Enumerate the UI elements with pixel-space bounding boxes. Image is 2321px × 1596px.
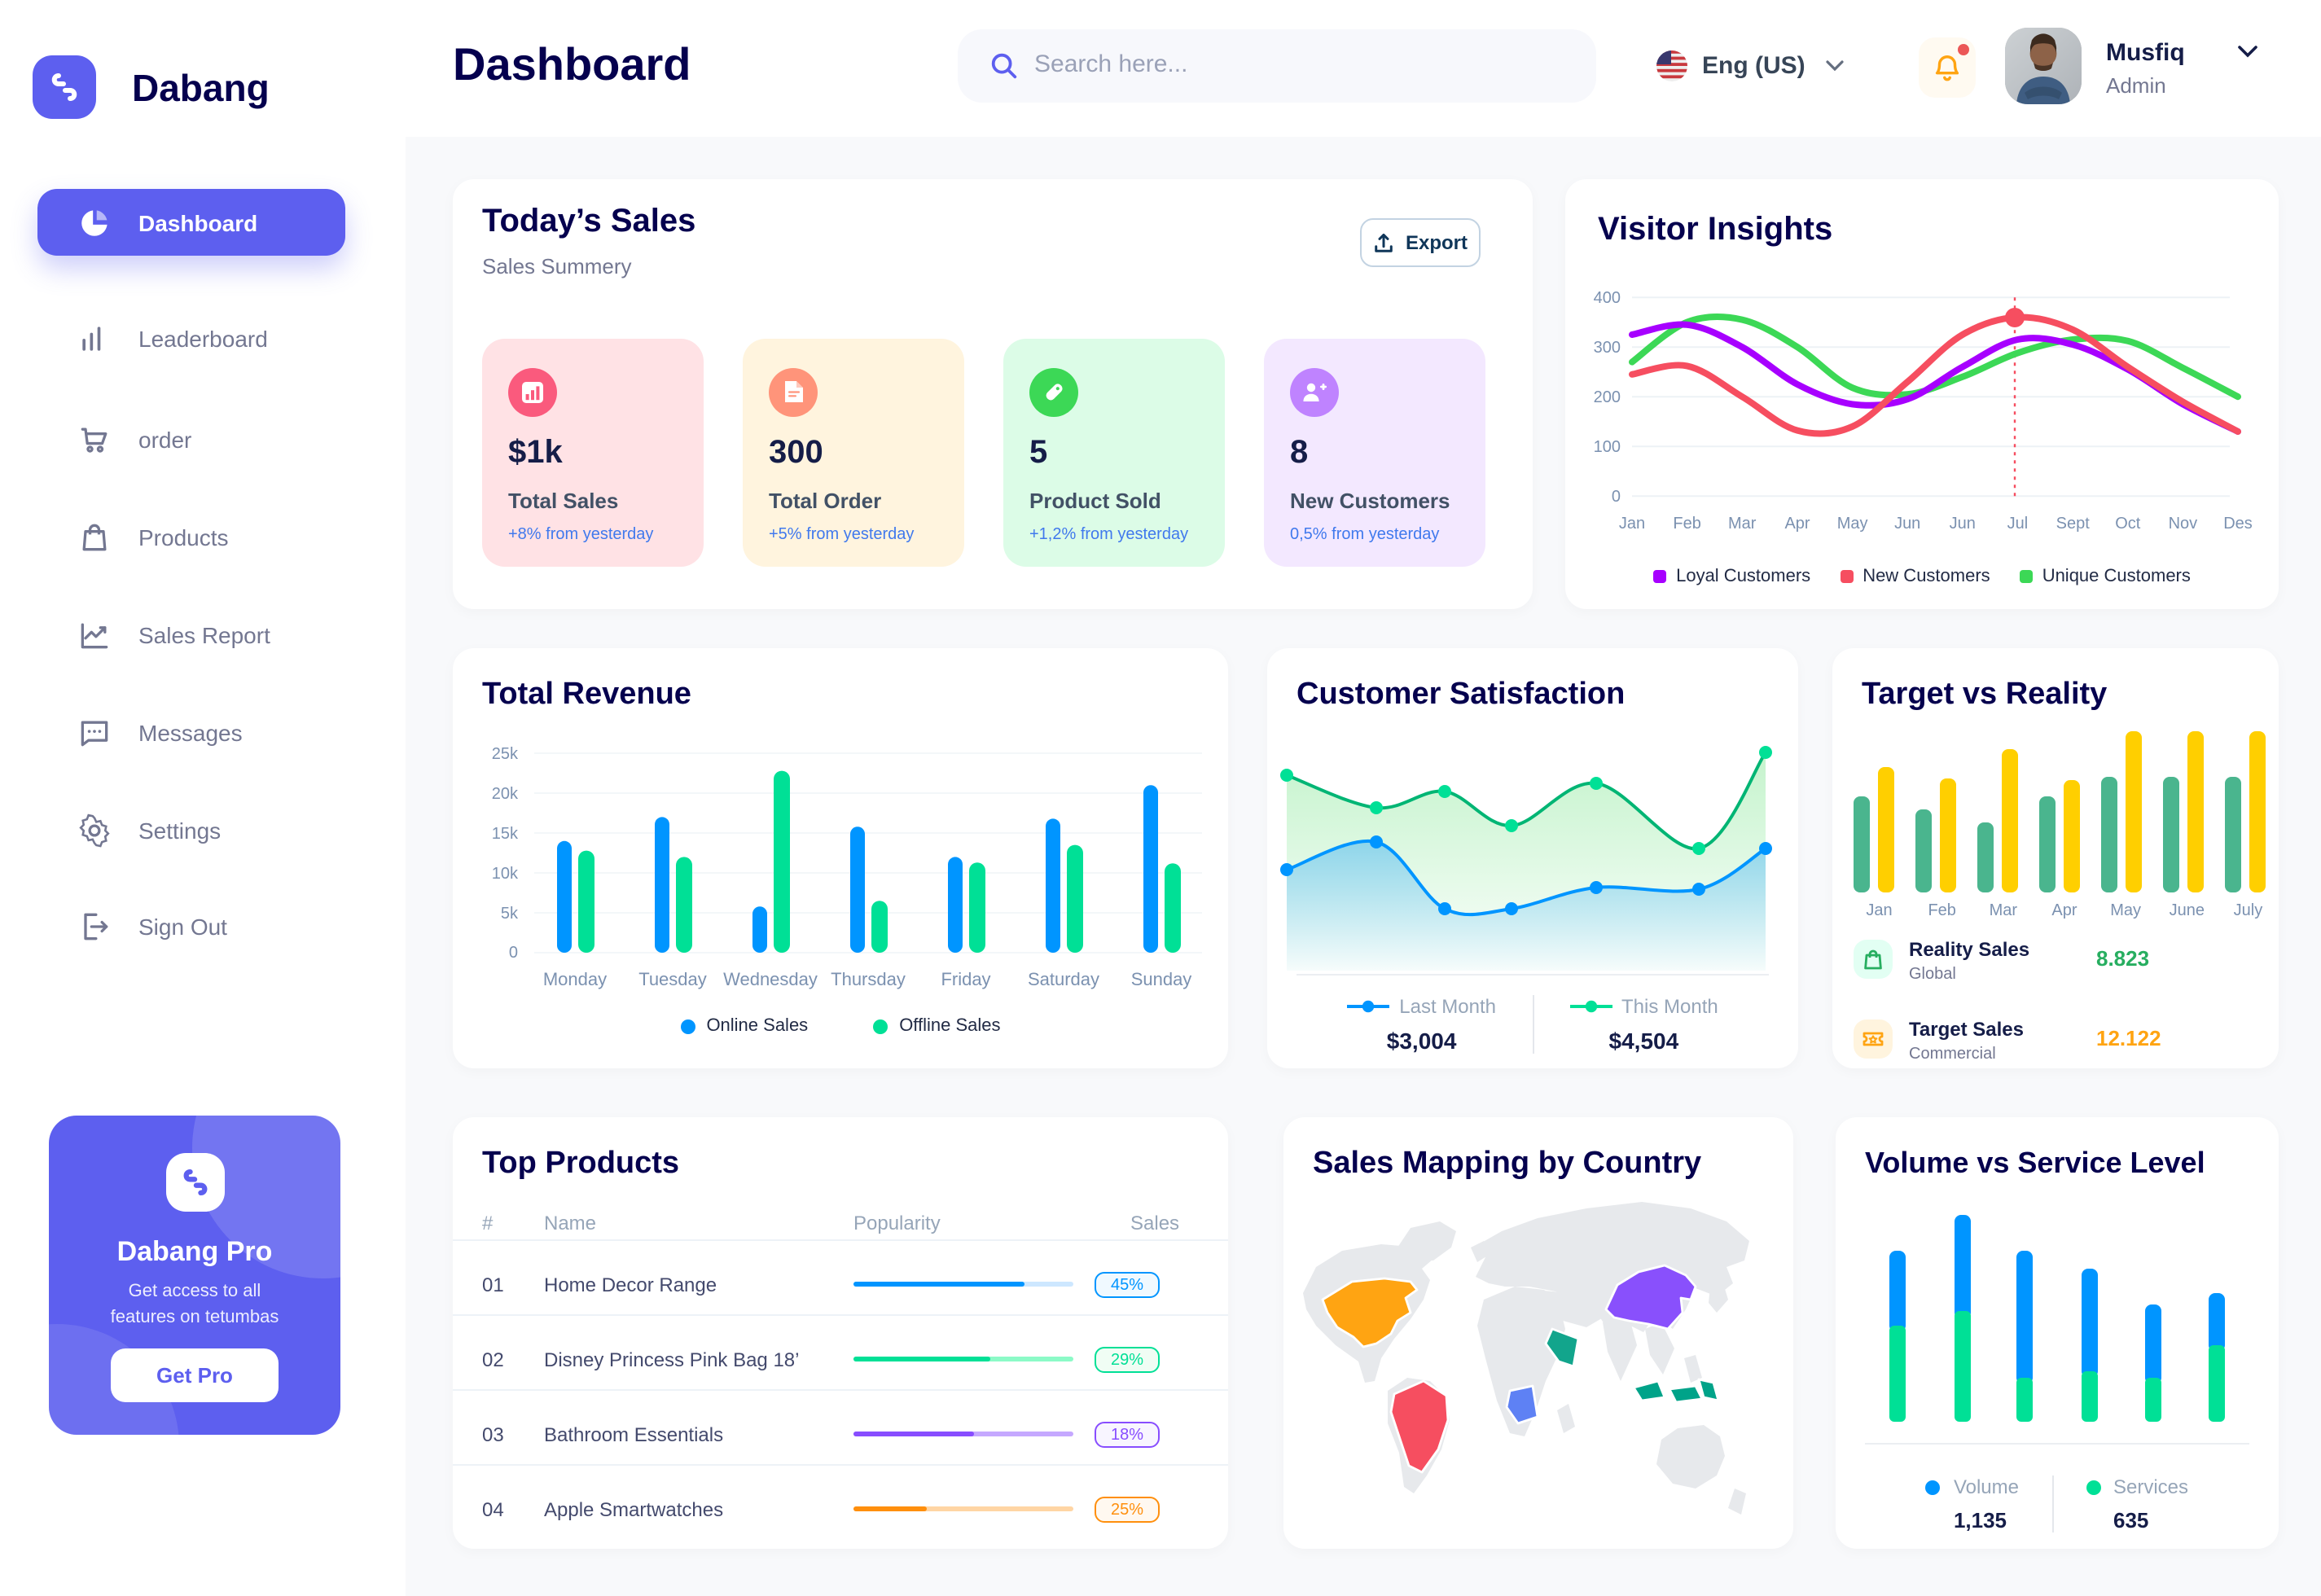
svg-text:0: 0	[509, 944, 518, 962]
svg-text:Friday: Friday	[941, 969, 990, 989]
svg-text:Jan: Jan	[1619, 515, 1645, 533]
svg-text:200: 200	[1594, 388, 1621, 406]
svg-text:Thursday: Thursday	[831, 969, 906, 989]
svg-text:Sunday: Sunday	[1131, 969, 1192, 989]
svg-text:Mar: Mar	[1728, 515, 1757, 533]
svg-text:Tuesday: Tuesday	[638, 969, 707, 989]
svg-text:5k: 5k	[501, 905, 519, 923]
svg-text:15k: 15k	[492, 825, 519, 843]
svg-text:0: 0	[1612, 488, 1621, 506]
svg-text:Apr: Apr	[1784, 515, 1810, 533]
svg-text:Jul: Jul	[2007, 515, 2029, 533]
svg-text:400: 400	[1594, 289, 1621, 307]
svg-text:Oct: Oct	[2115, 515, 2141, 533]
svg-text:Monday: Monday	[543, 969, 607, 989]
svg-text:Feb: Feb	[1673, 515, 1700, 533]
svg-text:Sept: Sept	[2056, 515, 2091, 533]
svg-text:Jun: Jun	[1950, 515, 1976, 533]
svg-text:Wednesday: Wednesday	[723, 969, 818, 989]
svg-text:20k: 20k	[492, 785, 519, 803]
svg-text:Nov: Nov	[2169, 515, 2198, 533]
svg-text:100: 100	[1594, 438, 1621, 456]
svg-text:May: May	[1837, 515, 1868, 533]
svg-text:25k: 25k	[492, 745, 519, 763]
svg-text:Jun: Jun	[1894, 515, 1920, 533]
svg-text:10k: 10k	[492, 865, 519, 883]
svg-text:Des: Des	[2223, 515, 2253, 533]
svg-text:300: 300	[1594, 339, 1621, 357]
svg-text:Saturday: Saturday	[1028, 969, 1099, 989]
